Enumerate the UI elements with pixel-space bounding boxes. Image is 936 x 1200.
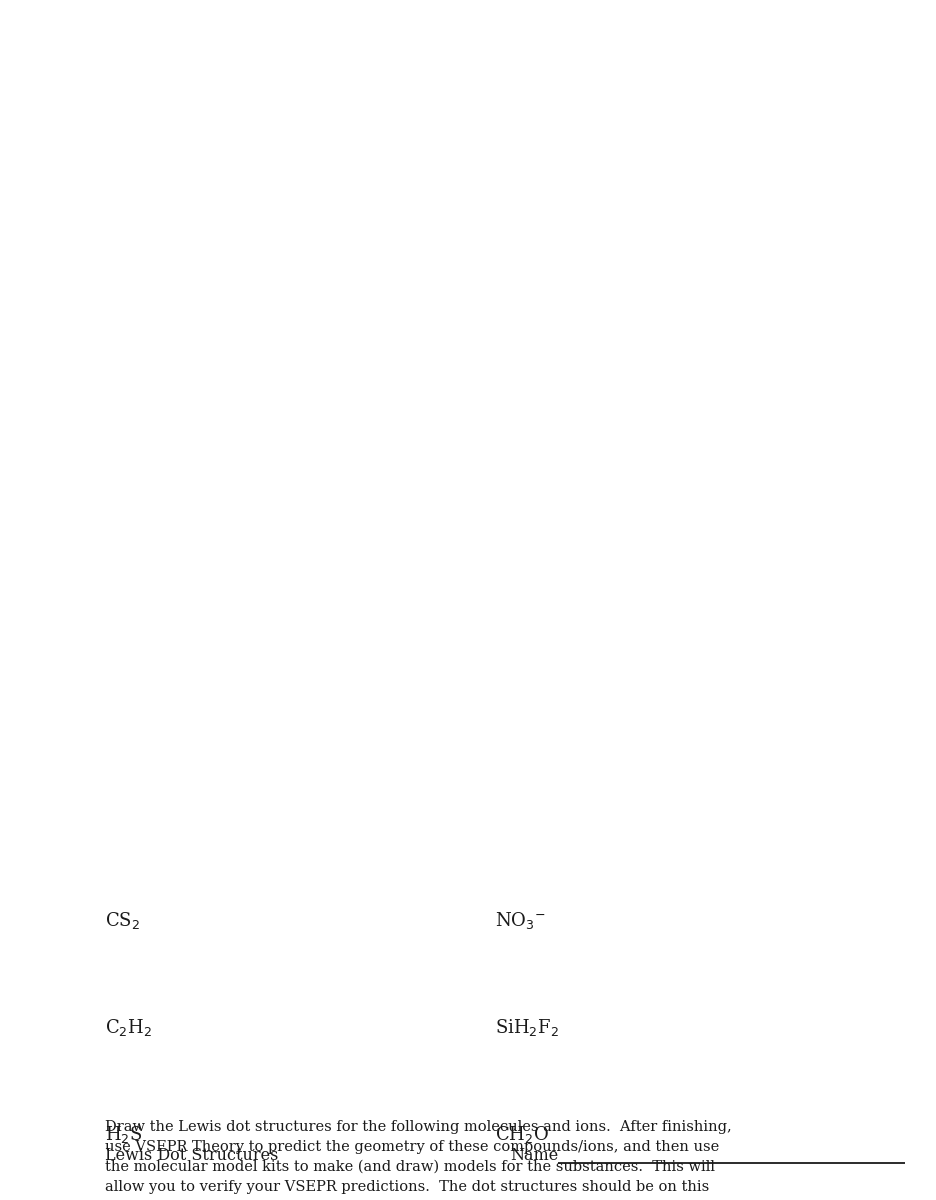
Text: Name: Name (509, 1147, 558, 1164)
Text: H$_2$S: H$_2$S (105, 1124, 142, 1145)
Text: CH$_2$O: CH$_2$O (494, 1124, 548, 1145)
Text: SiH$_2$F$_2$: SiH$_2$F$_2$ (494, 1018, 558, 1038)
Text: CS$_2$: CS$_2$ (105, 910, 139, 931)
Text: Draw the Lewis dot structures for the following molecules and ions.  After finis: Draw the Lewis dot structures for the fo… (105, 1120, 731, 1200)
Text: Lewis Dot Structures: Lewis Dot Structures (105, 1147, 278, 1164)
Text: C$_2$H$_2$: C$_2$H$_2$ (105, 1018, 152, 1038)
Text: NO$_3$$^{-}$: NO$_3$$^{-}$ (494, 910, 545, 931)
